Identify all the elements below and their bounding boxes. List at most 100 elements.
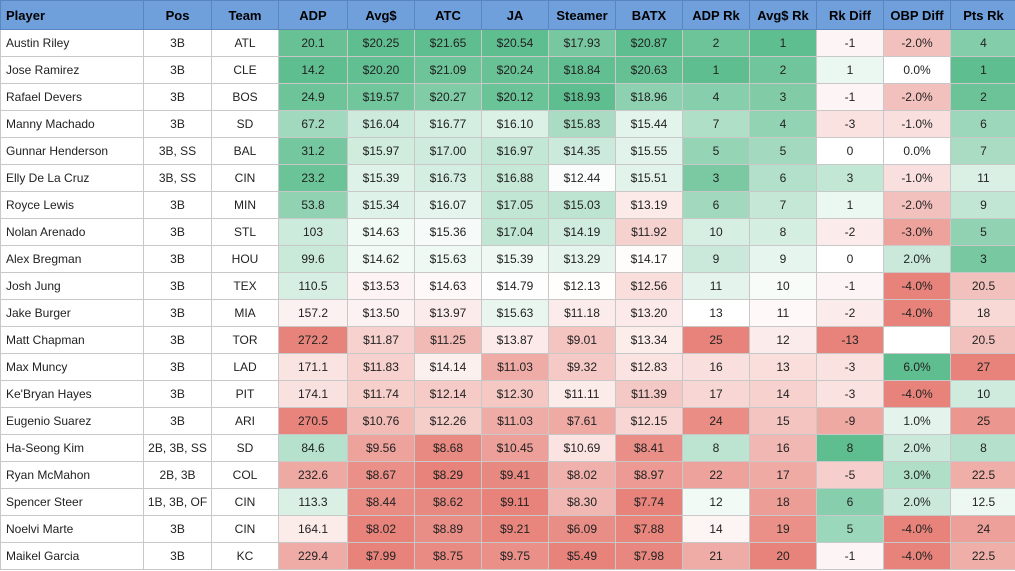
cell-batx: $7.88 — [615, 515, 683, 543]
header-batx[interactable]: BATX — [615, 0, 683, 30]
cell-avg-dollar-rk: 11 — [749, 299, 817, 327]
cell-ja: $14.79 — [481, 272, 549, 300]
cell-player: Nolan Arenado — [0, 218, 144, 246]
cell-obp-diff: -4.0% — [883, 542, 951, 570]
cell-team: CIN — [211, 488, 279, 516]
cell-avg-dollar: $11.83 — [347, 353, 415, 381]
cell-pos: 3B — [143, 272, 212, 300]
table-row: Manny Machado 3B SD 67.2 $16.04 $16.77 $16.10 $… — [0, 110, 1015, 138]
cell-avg-dollar-rk: 3 — [749, 83, 817, 111]
cell-team: HOU — [211, 245, 279, 273]
cell-pts-rk: 18 — [950, 299, 1015, 327]
cell-pts-rk: 24 — [950, 515, 1015, 543]
cell-adp: 270.5 — [278, 407, 348, 435]
header-adp[interactable]: ADP — [278, 0, 348, 30]
cell-batx: $11.39 — [615, 380, 683, 408]
header-rk-diff[interactable]: Rk Diff — [816, 0, 884, 30]
cell-ja: $11.03 — [481, 407, 549, 435]
cell-steamer: $7.61 — [548, 407, 616, 435]
cell-player: Ke'Bryan Hayes — [0, 380, 144, 408]
header-avg-dollar-rk[interactable]: Avg$ Rk — [749, 0, 817, 30]
cell-player: Alex Bregman — [0, 245, 144, 273]
cell-obp-diff: -1.0% — [883, 164, 951, 192]
cell-team: STL — [211, 218, 279, 246]
cell-ja: $20.24 — [481, 56, 549, 84]
cell-avg-dollar-rk: 5 — [749, 137, 817, 165]
cell-avg-dollar: $13.53 — [347, 272, 415, 300]
cell-ja: $16.10 — [481, 110, 549, 138]
table-row: Eugenio Suarez 3B ARI 270.5 $10.76 $12.26 $11.… — [0, 407, 1015, 435]
cell-avg-dollar-rk: 8 — [749, 218, 817, 246]
cell-player: Austin Riley — [0, 29, 144, 57]
header-team[interactable]: Team — [211, 0, 279, 30]
table-row: Ryan McMahon 2B, 3B COL 232.6 $8.67 $8.29 $9.4… — [0, 461, 1015, 489]
cell-avg-dollar: $8.67 — [347, 461, 415, 489]
cell-batx: $13.34 — [615, 326, 683, 354]
cell-pts-rk: 22.5 — [950, 542, 1015, 570]
header-adp-rk[interactable]: ADP Rk — [682, 0, 750, 30]
table-row: Josh Jung 3B TEX 110.5 $13.53 $14.63 $14.79 $12… — [0, 272, 1015, 300]
cell-team: TEX — [211, 272, 279, 300]
table-row: Noelvi Marte 3B CIN 164.1 $8.02 $8.89 $9.21 $6.… — [0, 515, 1015, 543]
cell-batx: $12.56 — [615, 272, 683, 300]
cell-rk-diff: 3 — [816, 164, 884, 192]
cell-rk-diff: -1 — [816, 83, 884, 111]
cell-obp-diff: 6.0% — [883, 353, 951, 381]
cell-pts-rk: 25 — [950, 407, 1015, 435]
cell-ja: $13.87 — [481, 326, 549, 354]
cell-obp-diff: -1.0% — [883, 110, 951, 138]
header-pts-rk[interactable]: Pts Rk — [950, 0, 1015, 30]
cell-player: Royce Lewis — [0, 191, 144, 219]
cell-rk-diff: 1 — [816, 56, 884, 84]
cell-adp-rk: 10 — [682, 218, 750, 246]
cell-steamer: $18.84 — [548, 56, 616, 84]
cell-rk-diff: -1 — [816, 29, 884, 57]
cell-player: Jose Ramirez — [0, 56, 144, 84]
cell-obp-diff: 1.0% — [883, 407, 951, 435]
cell-team: SD — [211, 110, 279, 138]
cell-atc: $8.75 — [414, 542, 482, 570]
cell-rk-diff: -3 — [816, 380, 884, 408]
cell-adp-rk: 3 — [682, 164, 750, 192]
cell-atc: $8.29 — [414, 461, 482, 489]
cell-batx: $13.20 — [615, 299, 683, 327]
cell-atc: $8.62 — [414, 488, 482, 516]
cell-avg-dollar-rk: 2 — [749, 56, 817, 84]
cell-pts-rk: 5 — [950, 218, 1015, 246]
cell-avg-dollar: $10.76 — [347, 407, 415, 435]
cell-player: Noelvi Marte — [0, 515, 144, 543]
cell-avg-dollar: $11.87 — [347, 326, 415, 354]
cell-atc: $21.09 — [414, 56, 482, 84]
cell-adp: 157.2 — [278, 299, 348, 327]
cell-adp: 24.9 — [278, 83, 348, 111]
cell-pts-rk: 10 — [950, 380, 1015, 408]
header-pos[interactable]: Pos — [143, 0, 212, 30]
cell-steamer: $17.93 — [548, 29, 616, 57]
header-steamer[interactable]: Steamer — [548, 0, 616, 30]
cell-adp-rk: 12 — [682, 488, 750, 516]
cell-avg-dollar: $14.63 — [347, 218, 415, 246]
header-atc[interactable]: ATC — [414, 0, 482, 30]
cell-obp-diff: 2.0% — [883, 245, 951, 273]
cell-adp: 232.6 — [278, 461, 348, 489]
table-row: Matt Chapman 3B TOR 272.2 $11.87 $11.25 $13.87… — [0, 326, 1015, 354]
cell-adp: 171.1 — [278, 353, 348, 381]
header-avg-dollar[interactable]: Avg$ — [347, 0, 415, 30]
cell-pos: 2B, 3B — [143, 461, 212, 489]
cell-adp-rk: 5 — [682, 137, 750, 165]
header-ja[interactable]: JA — [481, 0, 549, 30]
cell-obp-diff: 0.0% — [883, 137, 951, 165]
cell-atc: $13.97 — [414, 299, 482, 327]
cell-pts-rk: 12.5 — [950, 488, 1015, 516]
cell-ja: $9.21 — [481, 515, 549, 543]
cell-team: LAD — [211, 353, 279, 381]
cell-steamer: $9.01 — [548, 326, 616, 354]
cell-atc: $15.36 — [414, 218, 482, 246]
cell-pos: 3B — [143, 326, 212, 354]
cell-ja: $17.05 — [481, 191, 549, 219]
table-row: Alex Bregman 3B HOU 99.6 $14.62 $15.63 $15.39 $… — [0, 245, 1015, 273]
cell-player: Maikel Garcia — [0, 542, 144, 570]
cell-player: Rafael Devers — [0, 83, 144, 111]
header-player[interactable]: Player — [0, 0, 144, 30]
header-obp-diff[interactable]: OBP Diff — [883, 0, 951, 30]
